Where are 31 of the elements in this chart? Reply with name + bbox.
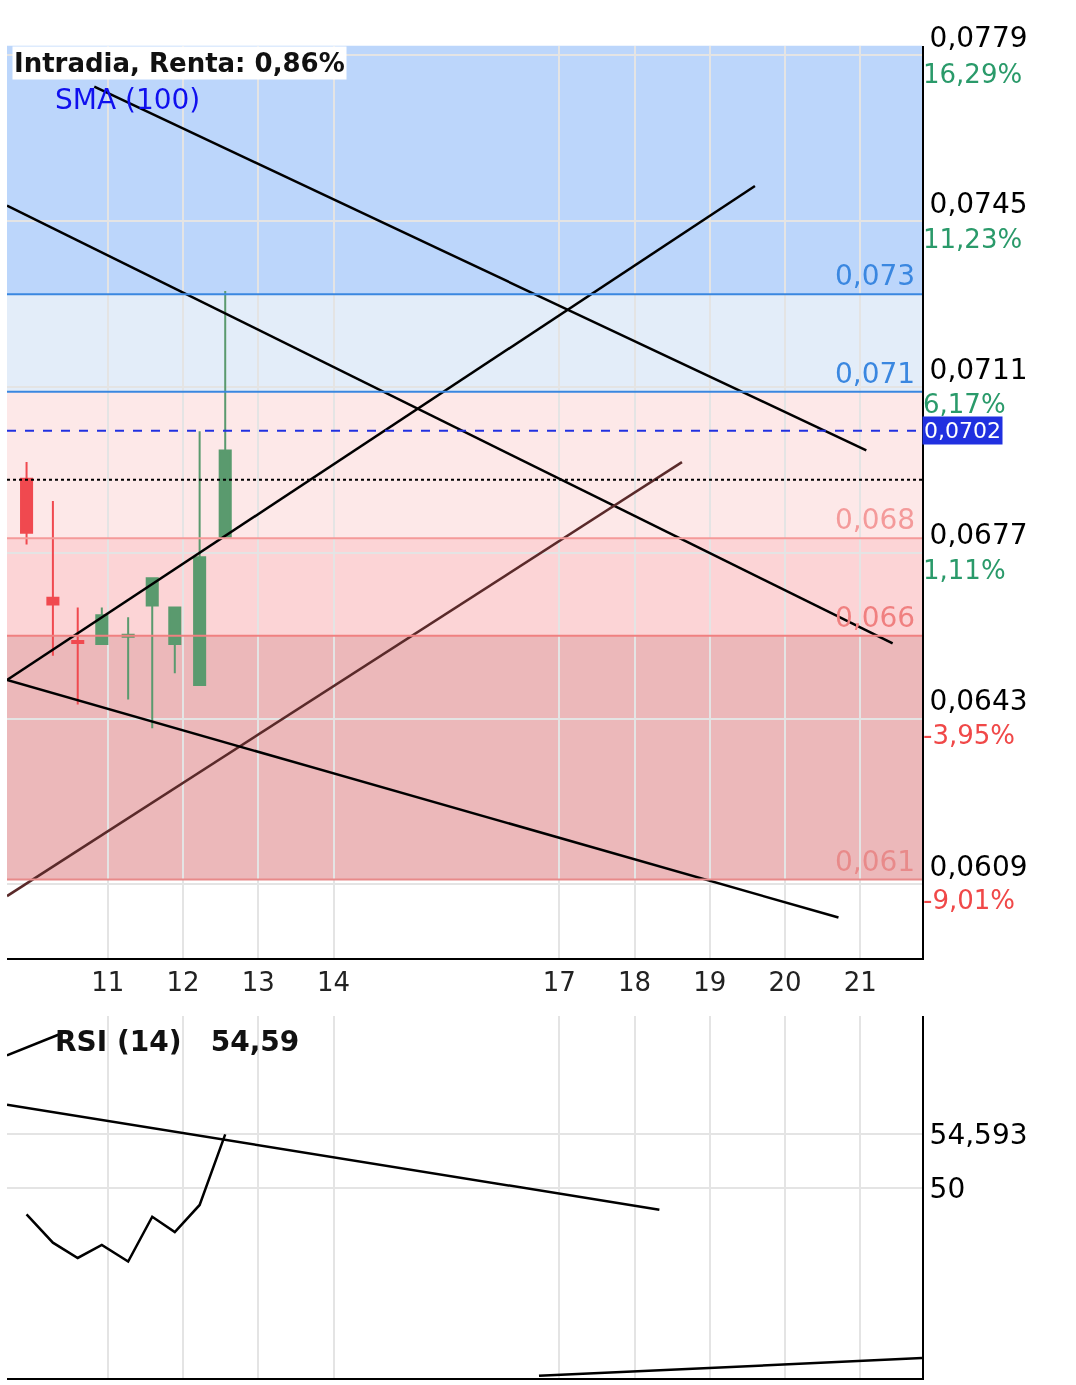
y-tick-label: 0,0609: [929, 849, 1028, 883]
x-tick-label: 21: [843, 966, 877, 997]
y2-tick-label: 11,23%: [923, 224, 1023, 255]
y-tick-label: 0,0745: [929, 186, 1028, 220]
x-tick-label: 12: [166, 966, 200, 997]
y-tick-label: 0,0711: [929, 352, 1028, 386]
y2-tick-label: -3,95%: [923, 719, 1015, 750]
ref-line-label: 0,071: [835, 357, 916, 390]
ref-line-label: 0,068: [835, 503, 916, 536]
x-tick-label: 17: [542, 966, 576, 997]
annotation: RSI (14) 54,59: [55, 1025, 300, 1058]
y2-tick-label: 1,11%: [923, 554, 1006, 585]
y2-tick-label: 16,29%: [923, 59, 1023, 90]
y2-tick-label: 6,17%: [923, 389, 1006, 420]
annotation: SMA (100): [55, 83, 201, 116]
ref-line-label: 0,0702: [924, 418, 1001, 443]
y-tick-label: 0,0677: [929, 518, 1028, 552]
x-tick-label: 14: [317, 966, 351, 997]
ref-line-label: 0,066: [835, 601, 916, 634]
y2-tick-label: -9,01%: [923, 885, 1015, 916]
y-tick-label: 0,0643: [929, 684, 1028, 718]
y-tick-label: 54,593: [929, 1118, 1028, 1152]
ref-line-label: 0,073: [835, 259, 916, 292]
chart-title: Intradia, Renta: 0,86%: [14, 48, 345, 78]
y-tick-label: 0,0779: [929, 20, 1028, 54]
y-tick-label: 50: [929, 1172, 966, 1206]
x-tick-label: 13: [241, 966, 275, 997]
x-tick-label: 18: [618, 966, 652, 997]
x-tick-label: 11: [91, 966, 125, 997]
x-tick-label: 19: [693, 966, 727, 997]
x-tick-label: 20: [768, 966, 802, 997]
